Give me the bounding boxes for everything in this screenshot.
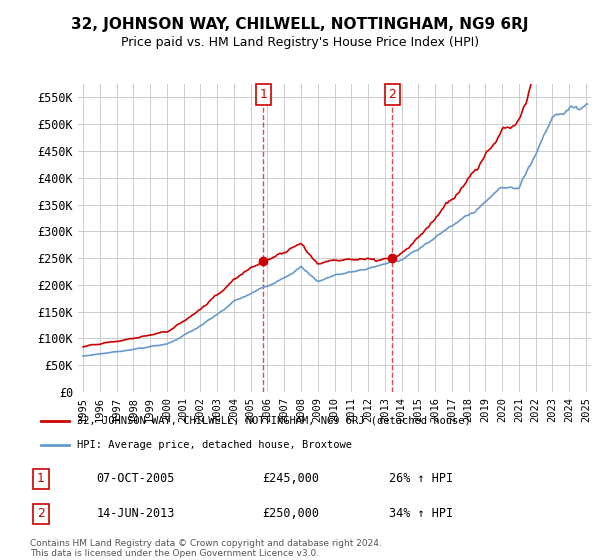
Text: £245,000: £245,000 <box>262 472 319 486</box>
Text: 34% ↑ HPI: 34% ↑ HPI <box>389 507 453 520</box>
Text: 2: 2 <box>388 88 396 101</box>
Text: 1: 1 <box>259 88 267 101</box>
Text: 32, JOHNSON WAY, CHILWELL, NOTTINGHAM, NG9 6RJ: 32, JOHNSON WAY, CHILWELL, NOTTINGHAM, N… <box>71 17 529 32</box>
Text: 07-OCT-2005: 07-OCT-2005 <box>96 472 175 486</box>
Text: Price paid vs. HM Land Registry's House Price Index (HPI): Price paid vs. HM Land Registry's House … <box>121 36 479 49</box>
Text: £250,000: £250,000 <box>262 507 319 520</box>
Text: 32, JOHNSON WAY, CHILWELL, NOTTINGHAM, NG9 6RJ (detached house): 32, JOHNSON WAY, CHILWELL, NOTTINGHAM, N… <box>77 416 470 426</box>
Text: HPI: Average price, detached house, Broxtowe: HPI: Average price, detached house, Brox… <box>77 440 352 450</box>
Text: 14-JUN-2013: 14-JUN-2013 <box>96 507 175 520</box>
Text: 26% ↑ HPI: 26% ↑ HPI <box>389 472 453 486</box>
Text: Contains HM Land Registry data © Crown copyright and database right 2024.
This d: Contains HM Land Registry data © Crown c… <box>30 539 382 558</box>
Text: 2: 2 <box>37 507 45 520</box>
Text: 1: 1 <box>37 472 45 486</box>
